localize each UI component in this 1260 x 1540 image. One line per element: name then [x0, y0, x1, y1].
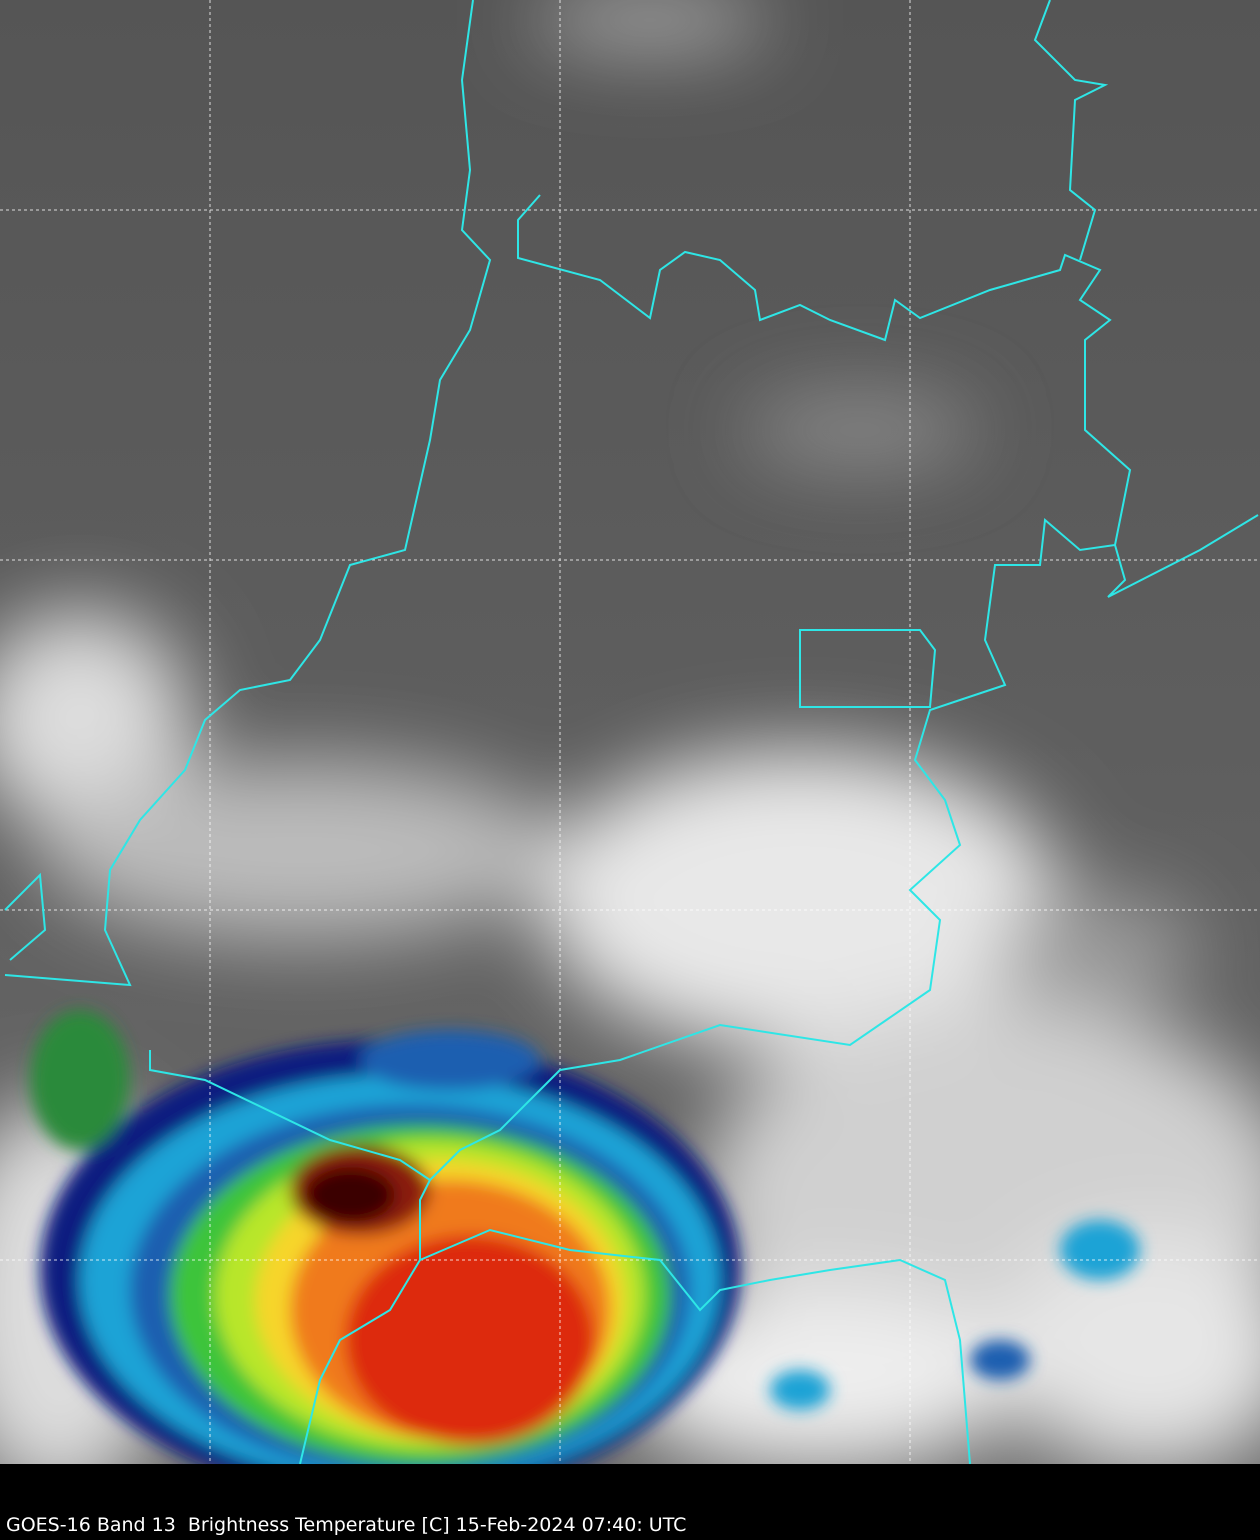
- caption: GOES-16 Band 13 Brightness Temperature […: [6, 1514, 687, 1536]
- borders: [4, 0, 1259, 1464]
- cloud: [1000, 1230, 1260, 1464]
- border: [517, 194, 1132, 1071]
- storm-system: [30, 1010, 1140, 1464]
- border: [419, 1228, 971, 1464]
- border: [149, 1050, 432, 1464]
- graticule: [0, 0, 1260, 1464]
- satellite-image: [0, 0, 1260, 1464]
- cloud: [40, 760, 560, 940]
- cloud: [0, 610, 190, 830]
- cloud: [1000, 890, 1200, 1010]
- cold-top: [1060, 1220, 1140, 1280]
- cold-top: [770, 1370, 830, 1410]
- border: [1033, 0, 1109, 261]
- storm-band: [345, 1235, 595, 1445]
- border: [4, 872, 47, 961]
- cloud: [530, 0, 770, 50]
- border: [429, 1069, 561, 1181]
- border: [1107, 514, 1259, 598]
- cold-top: [970, 1340, 1030, 1380]
- storm-band: [30, 1010, 130, 1150]
- cloud: [740, 390, 980, 470]
- cloud: [540, 750, 1060, 1050]
- storm-core: [305, 1167, 395, 1223]
- storm-band: [360, 1030, 540, 1090]
- border: [799, 629, 937, 708]
- border: [4, 0, 492, 987]
